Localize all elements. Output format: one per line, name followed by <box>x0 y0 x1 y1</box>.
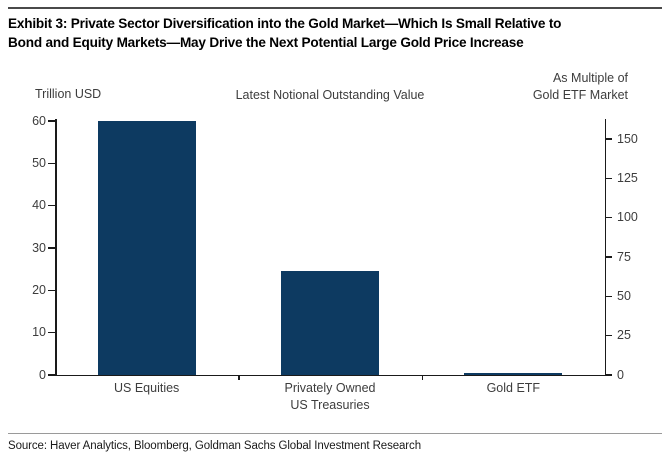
category-label-line: Privately Owned <box>284 381 376 395</box>
right-axis-tick <box>605 295 612 298</box>
source-text: Source: Haver Analytics, Bloomberg, Gold… <box>8 440 421 452</box>
left-axis-tick-label: 0 <box>39 367 46 382</box>
right-axis-title-line-2: Gold ETF Market <box>532 87 628 102</box>
right-axis-tick-label: 100 <box>617 210 638 225</box>
right-axis-tick-label: 150 <box>617 131 638 146</box>
category-label-line: US Equities <box>114 381 180 395</box>
category-label: Gold ETF <box>422 380 605 397</box>
bar <box>97 121 196 375</box>
left-axis-tick-label: 50 <box>32 155 46 170</box>
right-axis-tick <box>605 177 612 180</box>
left-axis-tick-label: 30 <box>32 240 46 255</box>
category-label-line: US Treasuries <box>290 398 370 412</box>
left-axis-tick <box>48 120 55 122</box>
exhibit-title-line-2: Bond and Equity Markets—May Drive the Ne… <box>8 35 524 50</box>
bar <box>464 373 563 375</box>
right-axis-tick <box>605 216 612 219</box>
left-axis-tick <box>48 204 55 207</box>
bar <box>281 271 379 375</box>
left-axis-tick <box>48 374 55 376</box>
right-axis-tick-label: 75 <box>617 249 631 264</box>
left-axis-tick <box>48 289 55 292</box>
left-axis-tick-label: 40 <box>32 198 46 213</box>
right-axis-tick-label: 125 <box>617 170 638 185</box>
right-axis-title-line-1: As Multiple of <box>552 71 628 85</box>
right-axis-line <box>604 119 606 375</box>
left-axis-tick-label: 10 <box>32 325 46 340</box>
x-axis-baseline <box>55 374 606 376</box>
right-axis-title: As Multiple of Gold ETF Market <box>420 70 628 103</box>
top-rule <box>8 7 662 9</box>
left-axis-tick-label: 60 <box>32 113 46 128</box>
left-axis-tick <box>48 247 55 249</box>
right-axis-tick <box>605 138 612 140</box>
right-axis-tick-label: 25 <box>617 328 631 343</box>
left-axis-tick <box>48 331 55 334</box>
exhibit-title-line-1: Exhibit 3: Private Sector Diversificatio… <box>8 16 562 31</box>
footer-rule <box>8 433 662 434</box>
left-axis-title: Trillion USD <box>35 87 102 101</box>
x-axis-boundary-tick <box>238 375 240 380</box>
left-axis-tick-label: 20 <box>32 282 46 297</box>
x-axis-boundary-tick <box>421 375 424 380</box>
left-axis-tick <box>48 162 55 165</box>
right-axis-tick <box>605 374 612 376</box>
right-axis-tick-label: 0 <box>617 367 624 382</box>
left-axis-line <box>55 119 57 375</box>
right-axis-tick <box>605 334 612 337</box>
chart-subtitle: Latest Notional Outstanding Value <box>235 88 425 102</box>
right-axis-tick <box>605 256 612 258</box>
category-label: US Equities <box>55 380 238 397</box>
exhibit-title: Exhibit 3: Private Sector Diversificatio… <box>8 14 648 52</box>
right-axis-tick-label: 50 <box>617 288 631 303</box>
category-label: Privately Owned US Treasuries <box>238 380 421 414</box>
category-label-line: Gold ETF <box>486 381 541 395</box>
